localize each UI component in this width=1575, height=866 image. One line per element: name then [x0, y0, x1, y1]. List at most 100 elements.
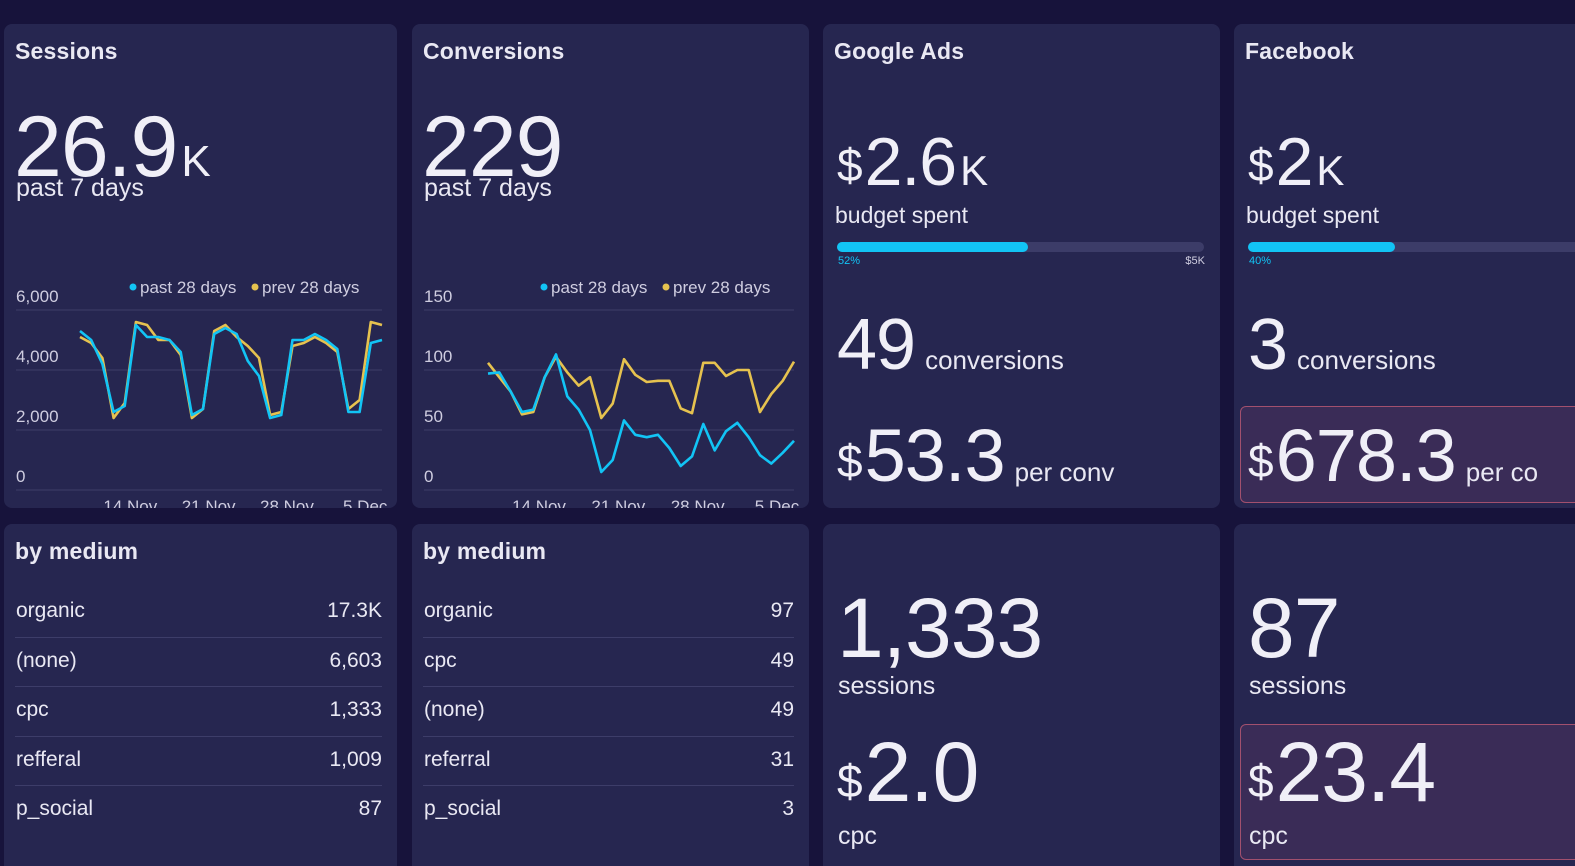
facebook-card: Facebook $2K budget spent 40% 3 conversio…	[1234, 24, 1575, 508]
facebook-spend: $2K	[1248, 128, 1344, 196]
table-row: (none) 49	[423, 687, 794, 737]
y-tick-label: 100	[424, 347, 452, 366]
table-row: cpc 1,333	[15, 687, 382, 737]
legend-current-label: past 28 days	[140, 278, 236, 297]
facebook-sessions-label: sessions	[1249, 672, 1347, 700]
google-ads-budget-max-unit: K	[1197, 255, 1205, 267]
google-ads-budget-fill	[837, 242, 1028, 252]
table-row: p_social 3	[423, 786, 794, 835]
row-label: refferal	[16, 747, 81, 771]
sessions-by-medium-title: by medium	[15, 538, 139, 564]
facebook-cost-value: 678.3	[1275, 414, 1457, 497]
table-row: refferal 1,009	[15, 737, 382, 786]
row-value: 17.3K	[327, 599, 382, 622]
row-label: referral	[424, 747, 491, 771]
row-value: 97	[770, 599, 794, 622]
facebook-cpc-label: cpc	[1249, 822, 1288, 850]
row-value: 6,603	[329, 648, 382, 672]
google-ads-sessions: 1,333	[837, 586, 1043, 670]
google-ads-spend-label: budget spent	[835, 202, 969, 228]
google-ads-cost-value: 53.3	[864, 414, 1006, 497]
facebook-cpc-value: 23.4	[1275, 725, 1436, 819]
row-label: cpc	[16, 698, 49, 721]
row-label: organic	[424, 599, 493, 622]
series-line	[487, 353, 795, 474]
facebook-budget-percent: 40%	[1249, 255, 1272, 267]
google-ads-budget-max-value: 5	[1191, 255, 1198, 267]
x-tick-label: 28 Nov	[671, 497, 725, 508]
conversions-by-medium-table: organic 97 cpc 49 (none) 49 referral 31 p_so…	[423, 588, 794, 835]
conversions-period: past 7 days	[424, 174, 552, 202]
google-ads-conversions-label: conversions	[925, 345, 1064, 375]
facebook-spend-currency: $	[1248, 139, 1274, 192]
sessions-period: past 7 days	[16, 174, 144, 202]
facebook-cpc: $23.4	[1248, 730, 1436, 814]
google-ads-spend-currency: $	[837, 139, 863, 192]
sessions-card: Sessions 26.9K past 7 days past 28 days …	[4, 24, 397, 508]
facebook-sessions: 87	[1248, 586, 1340, 670]
row-value: 1,009	[329, 747, 382, 771]
x-tick-label: 14 Nov	[512, 497, 566, 508]
row-value: 87	[358, 797, 382, 820]
facebook-title: Facebook	[1245, 38, 1354, 64]
google-ads-budget-max-currency: $	[1185, 255, 1192, 267]
google-ads-cost-label: per conv	[1014, 457, 1115, 487]
facebook-conversions-label: conversions	[1297, 345, 1436, 375]
google-ads-budget-bar	[837, 242, 1204, 252]
google-ads-spend-unit: K	[960, 147, 989, 194]
google-ads-cpc-label: cpc	[838, 822, 877, 850]
legend-previous-label: prev 28 days	[262, 278, 359, 297]
facebook-cost-per-conv: $678.3 per co	[1248, 419, 1538, 493]
facebook-budget-bar	[1248, 242, 1575, 252]
table-row: p_social 87	[15, 786, 382, 835]
google-ads-conversions: 49 conversions	[837, 309, 1064, 381]
conversions-by-medium-card: by medium organic 97 cpc 49 (none) 49 refer…	[412, 524, 809, 866]
conversions-line-chart: past 28 days prev 28 days 0 50 100 150 14 No…	[424, 278, 800, 508]
row-value: 31	[770, 747, 794, 771]
facebook-spend-value: 2	[1275, 124, 1314, 200]
sessions-total: 26.9K	[14, 104, 211, 190]
row-value: 3	[782, 797, 794, 820]
conversions-total: 229	[422, 104, 563, 190]
x-tick-label: 21 Nov	[591, 497, 645, 508]
table-row: organic 17.3K	[15, 588, 382, 638]
google-ads-title: Google Ads	[834, 38, 965, 64]
y-tick-label: 2,000	[16, 407, 59, 426]
legend-current-swatch	[540, 283, 548, 291]
row-value: 49	[770, 698, 794, 721]
y-tick-label: 150	[424, 287, 452, 306]
facebook-sessions-value: 87	[1248, 581, 1340, 675]
x-tick-label: 5 Dec	[755, 497, 800, 508]
conversions-card: Conversions 229 past 7 days past 28 days…	[412, 24, 809, 508]
row-label: organic	[16, 599, 85, 622]
chart-legend: past 28 days prev 28 days	[540, 278, 770, 297]
y-tick-label: 50	[424, 407, 443, 426]
facebook-conversions-value: 3	[1248, 305, 1288, 385]
y-tick-label: 6,000	[16, 287, 59, 306]
y-tick-label: 4,000	[16, 347, 59, 366]
sessions-value: 26.9	[14, 99, 178, 195]
chart-legend: past 28 days prev 28 days	[129, 278, 359, 297]
facebook-cpc-alert	[1240, 724, 1575, 860]
sessions-unit: K	[181, 137, 211, 186]
google-ads-conversions-value: 49	[837, 305, 916, 385]
google-ads-sessions-label: sessions	[838, 672, 936, 700]
table-row: referral 31	[423, 737, 794, 786]
facebook-spend-label: budget spent	[1246, 202, 1380, 228]
row-label: (none)	[16, 648, 77, 672]
facebook-cost-alert	[1240, 406, 1575, 503]
x-tick-label: 14 Nov	[103, 497, 157, 508]
facebook-traffic-card: 87 sessions $23.4 cpc	[1234, 524, 1575, 866]
legend-previous-swatch	[662, 283, 670, 291]
facebook-cost-currency: $	[1248, 435, 1274, 488]
google-ads-card: Google Ads $2.6K budget spent 52% $5K 49…	[823, 24, 1220, 508]
google-ads-budget-max: $5K	[1185, 255, 1205, 267]
sessions-by-medium-card: by medium organic 17.3K (none) 6,603 cpc 1,…	[4, 524, 397, 866]
conversions-value: 229	[422, 99, 563, 195]
facebook-cost-label: per co	[1465, 457, 1539, 487]
google-ads-cpc-value: 2.0	[864, 725, 980, 819]
google-ads-budget-percent: 52%	[838, 255, 861, 267]
x-tick-label: 5 Dec	[343, 497, 388, 508]
facebook-budget-fill	[1248, 242, 1395, 252]
google-ads-cpc: $2.0	[837, 730, 979, 814]
